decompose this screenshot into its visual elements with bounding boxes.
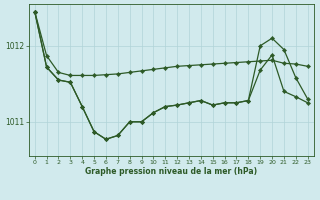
X-axis label: Graphe pression niveau de la mer (hPa): Graphe pression niveau de la mer (hPa) xyxy=(85,167,257,176)
